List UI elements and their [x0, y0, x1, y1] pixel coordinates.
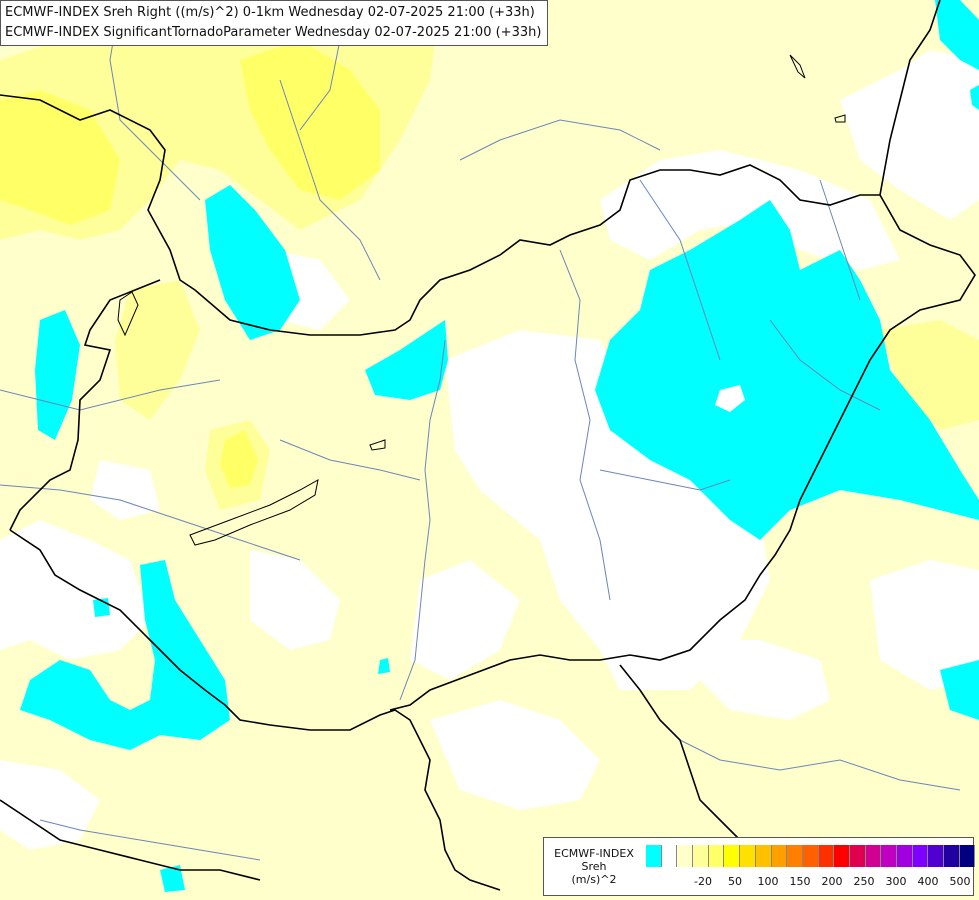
- legend-tick-label: 300: [885, 875, 907, 888]
- legend-swatches: [646, 845, 976, 867]
- legend-swatch: [849, 845, 866, 867]
- rivers: [0, 0, 961, 861]
- map-title: ECMWF-INDEX Sreh Right ((m/s)^2) 0-1km W…: [0, 0, 549, 46]
- legend-tick-label: 400: [917, 875, 939, 888]
- title-line-stp: ECMWF-INDEX SignificantTornadoParameter …: [5, 25, 542, 40]
- lakes: [117, 54, 846, 546]
- color-legend: ECMWF-INDEX Sreh (m/s)^2 -20 50 100 150 200 2…: [543, 837, 976, 896]
- legend-swatch: [771, 845, 788, 867]
- legend-swatch: [944, 845, 960, 867]
- legend-unit: (m/s)^2: [571, 873, 617, 886]
- sreh-bright-areas: [0, 40, 380, 488]
- legend-swatch: [834, 845, 850, 867]
- legend-swatch: [755, 845, 772, 867]
- legend-swatch: [693, 845, 709, 867]
- legend-swatch: [865, 845, 882, 867]
- legend-tick-label: 200: [821, 875, 843, 888]
- sreh-white-areas: [0, 50, 979, 850]
- legend-swatch: [661, 845, 678, 867]
- legend-swatch: [912, 845, 929, 867]
- legend-swatch: [677, 845, 694, 867]
- sreh-white-island: [715, 385, 745, 412]
- legend-source: ECMWF-INDEX: [554, 847, 634, 860]
- legend-swatch: [724, 845, 741, 867]
- legend-swatch: [928, 845, 945, 867]
- legend-swatch: [787, 845, 803, 867]
- legend-ticks: -2050100150200250300400500700: [644, 875, 974, 889]
- legend-tick-label: 500: [949, 875, 971, 888]
- legend-swatch: [646, 845, 662, 867]
- legend-swatch: [802, 845, 819, 867]
- legend-swatch: [897, 845, 913, 867]
- title-line-sreh: ECMWF-INDEX Sreh Right ((m/s)^2) 0-1km W…: [5, 5, 535, 20]
- legend-tick-label: 150: [789, 875, 811, 888]
- legend-swatch: [708, 845, 725, 867]
- legend-swatch: [959, 845, 976, 867]
- legend-variable: Sreh: [581, 860, 607, 873]
- legend-tick-label: 100: [757, 875, 779, 888]
- legend-tick-label: 250: [853, 875, 875, 888]
- legend-tick-label: -20: [694, 875, 712, 888]
- legend-title: ECMWF-INDEX Sreh (m/s)^2: [548, 847, 640, 886]
- legend-tick-label: 50: [728, 875, 742, 888]
- legend-swatch: [818, 845, 835, 867]
- legend-swatch: [881, 845, 897, 867]
- legend-swatch: [740, 845, 756, 867]
